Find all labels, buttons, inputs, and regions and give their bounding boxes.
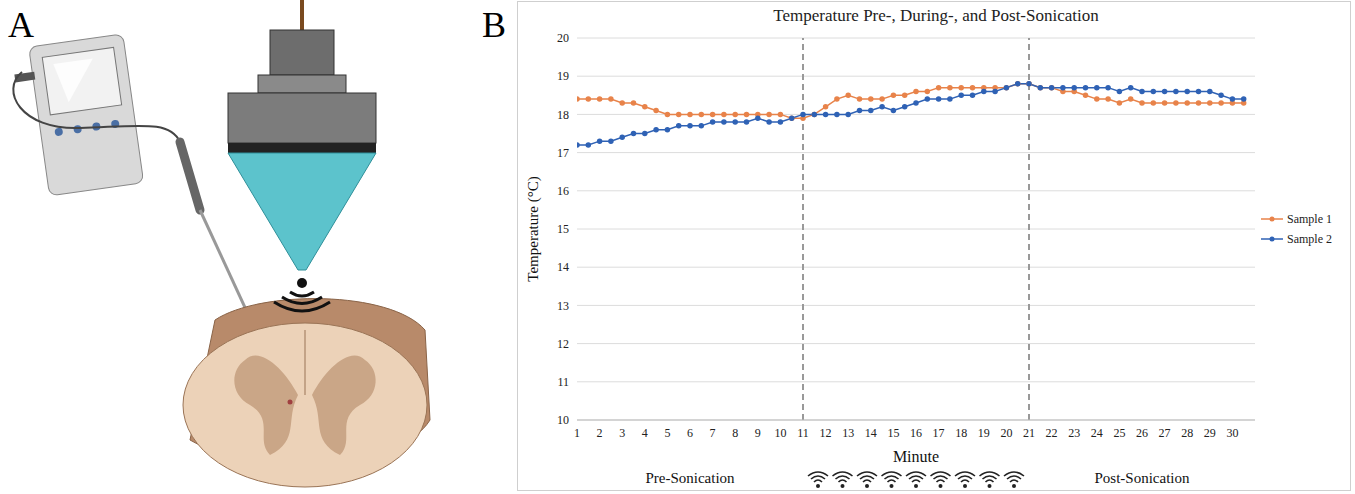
html-text:Pre-Sonication: Pre-Sonication bbox=[645, 470, 735, 486]
svg-text:3: 3 bbox=[619, 426, 625, 440]
svg-text:10: 10 bbox=[557, 413, 569, 427]
html-text:Temperature Pre-, During-, and: Temperature Pre-, During-, and Post-Soni… bbox=[773, 6, 1099, 25]
svg-text:23: 23 bbox=[1068, 426, 1080, 440]
svg-text:8: 8 bbox=[732, 426, 738, 440]
svg-text:14: 14 bbox=[557, 260, 569, 274]
svg-text:Minute: Minute bbox=[893, 448, 939, 465]
svg-text:6: 6 bbox=[687, 426, 693, 440]
svg-text:4: 4 bbox=[642, 426, 648, 440]
svg-text:20: 20 bbox=[1000, 426, 1012, 440]
svg-text:12: 12 bbox=[820, 426, 832, 440]
html-text:A: A bbox=[8, 5, 34, 45]
html-text:B: B bbox=[482, 5, 506, 45]
svg-text:20: 20 bbox=[557, 31, 569, 45]
svg-text:27: 27 bbox=[1159, 426, 1171, 440]
svg-text:16: 16 bbox=[910, 426, 922, 440]
html-text:Sample 2: Sample 2 bbox=[1287, 231, 1332, 246]
svg-text:24: 24 bbox=[1091, 426, 1103, 440]
svg-text:18: 18 bbox=[955, 426, 967, 440]
svg-text:19: 19 bbox=[557, 69, 569, 83]
svg-text:16: 16 bbox=[557, 184, 569, 198]
svg-text:2: 2 bbox=[597, 426, 603, 440]
svg-text:12: 12 bbox=[557, 337, 569, 351]
svg-text:30: 30 bbox=[1226, 426, 1238, 440]
svg-text:17: 17 bbox=[933, 426, 945, 440]
svg-text:5: 5 bbox=[664, 426, 670, 440]
svg-text:17: 17 bbox=[557, 146, 569, 160]
svg-text:26: 26 bbox=[1136, 426, 1148, 440]
svg-text:13: 13 bbox=[842, 426, 854, 440]
svg-text:22: 22 bbox=[1046, 426, 1058, 440]
svg-text:11: 11 bbox=[557, 375, 569, 389]
svg-text:Temperature (°C): Temperature (°C) bbox=[525, 176, 542, 281]
svg-text:1: 1 bbox=[574, 426, 580, 440]
svg-text:18: 18 bbox=[557, 108, 569, 122]
svg-text:10: 10 bbox=[774, 426, 786, 440]
svg-text:11: 11 bbox=[797, 426, 809, 440]
svg-text:29: 29 bbox=[1204, 426, 1216, 440]
svg-text:7: 7 bbox=[710, 426, 716, 440]
svg-text:14: 14 bbox=[865, 426, 877, 440]
svg-text:9: 9 bbox=[755, 426, 761, 440]
html-text:Sample 1: Sample 1 bbox=[1287, 211, 1332, 226]
svg-text:13: 13 bbox=[557, 299, 569, 313]
svg-text:25: 25 bbox=[1113, 426, 1125, 440]
svg-text:28: 28 bbox=[1181, 426, 1193, 440]
svg-text:21: 21 bbox=[1023, 426, 1035, 440]
svg-text:19: 19 bbox=[978, 426, 990, 440]
html-text:Post-Sonication: Post-Sonication bbox=[1094, 470, 1190, 486]
svg-text:15: 15 bbox=[887, 426, 899, 440]
svg-text:15: 15 bbox=[557, 222, 569, 236]
